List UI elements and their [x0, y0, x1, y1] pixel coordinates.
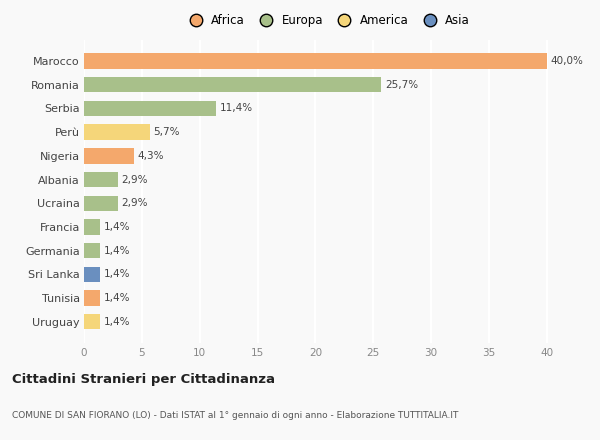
- Text: 4,3%: 4,3%: [137, 151, 164, 161]
- Bar: [84, 77, 382, 92]
- Text: 2,9%: 2,9%: [121, 175, 148, 184]
- Text: 5,7%: 5,7%: [154, 127, 180, 137]
- Text: 1,4%: 1,4%: [104, 246, 130, 256]
- Bar: [84, 101, 216, 116]
- Text: 25,7%: 25,7%: [385, 80, 418, 90]
- Text: 1,4%: 1,4%: [104, 293, 130, 303]
- Bar: [84, 243, 100, 258]
- Text: 2,9%: 2,9%: [121, 198, 148, 208]
- Bar: [84, 148, 134, 164]
- Text: Cittadini Stranieri per Cittadinanza: Cittadini Stranieri per Cittadinanza: [12, 373, 275, 386]
- Bar: [84, 267, 100, 282]
- Bar: [84, 290, 100, 306]
- Text: COMUNE DI SAN FIORANO (LO) - Dati ISTAT al 1° gennaio di ogni anno - Elaborazion: COMUNE DI SAN FIORANO (LO) - Dati ISTAT …: [12, 411, 458, 420]
- Bar: [84, 125, 150, 140]
- Bar: [84, 195, 118, 211]
- Bar: [84, 219, 100, 235]
- Text: 1,4%: 1,4%: [104, 317, 130, 327]
- Bar: [84, 53, 547, 69]
- Text: 1,4%: 1,4%: [104, 269, 130, 279]
- Text: 40,0%: 40,0%: [550, 56, 583, 66]
- Bar: [84, 172, 118, 187]
- Text: 11,4%: 11,4%: [220, 103, 253, 114]
- Legend: Africa, Europa, America, Asia: Africa, Europa, America, Asia: [182, 12, 472, 30]
- Text: 1,4%: 1,4%: [104, 222, 130, 232]
- Bar: [84, 314, 100, 330]
